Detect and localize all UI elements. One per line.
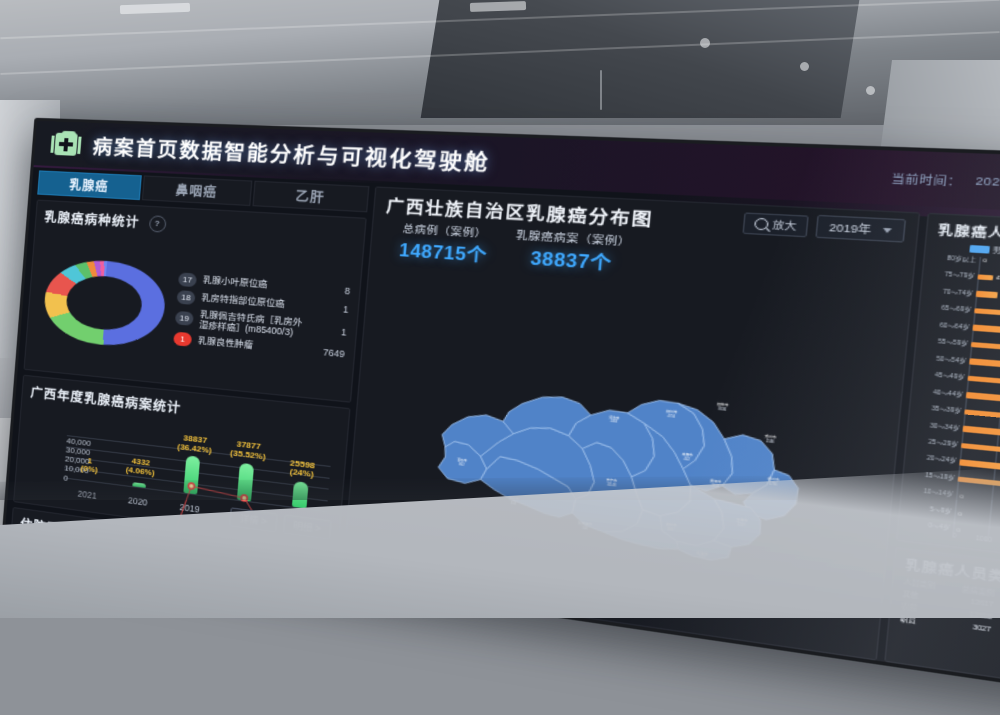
age-tick: 65～69岁	[941, 305, 972, 314]
bar-value: 412	[995, 274, 1000, 282]
city-name: 梧州市	[768, 476, 780, 482]
age-tick: 80岁以上	[946, 255, 977, 263]
tab-nasopharyngeal-cancer[interactable]: 鼻咽癌	[141, 175, 253, 207]
medical-kit-icon	[50, 130, 82, 159]
age-tick: 50～54岁	[936, 355, 967, 364]
list-item-value: 1	[340, 326, 348, 338]
city-name: 柳州市	[666, 409, 678, 415]
city-value: 11148	[607, 483, 617, 488]
age-tick: 25～29岁	[928, 438, 959, 448]
zoom-in-button[interactable]: 放大	[742, 211, 809, 237]
age-tick: 30～34岁	[929, 421, 961, 431]
magnifier-icon	[753, 217, 769, 230]
age-tick: 20～24岁	[926, 455, 957, 465]
current-time-value: 2022-01-16 11:08:43	[974, 174, 1000, 193]
screen-bezel: 病案首页数据智能分析与可视化驾驶舱 当前时间： 2022-01-16 11:08…	[1, 117, 1000, 715]
disease-panel-title-text: 乳腺癌病种统计	[43, 210, 141, 231]
list-item-value: 1	[342, 304, 349, 316]
age-bar-row[interactable]: 3640	[962, 425, 1000, 457]
city-value: 4756	[667, 415, 676, 419]
list-item-label: 乳腺小叶原位癌	[202, 274, 268, 290]
tab-breast-cancer[interactable]: 乳腺癌	[37, 170, 142, 201]
rank-badge: 19	[174, 310, 194, 326]
list-item-label: 乳腺良性肿瘤	[197, 334, 254, 351]
year-select[interactable]: 2019年	[815, 214, 907, 243]
ceiling-spot	[800, 62, 809, 71]
tab-hepatitis-b[interactable]: 乙肝	[252, 180, 370, 213]
legend-label: 男	[992, 247, 1000, 256]
ceiling-rod	[600, 70, 602, 110]
city-value: 1536	[766, 439, 775, 444]
led-video-wall: 病案首页数据智能分析与可视化驾驶舱 当前时间： 2022-01-16 11:08…	[1, 117, 1000, 715]
legend-swatch	[969, 244, 990, 254]
age-tick: 70～74岁	[942, 288, 974, 297]
city-value: 442	[684, 458, 691, 462]
question-icon[interactable]: ?	[148, 214, 167, 233]
age-tick: 60～64岁	[939, 321, 970, 331]
city-name: 百色市	[457, 458, 468, 464]
list-item-value: 7649	[322, 346, 346, 360]
age-tick: 75～79岁	[944, 271, 975, 280]
current-time-label: 当前时间：	[890, 172, 963, 188]
city-name: 贵港市	[710, 478, 722, 484]
city-name: 河池市	[609, 414, 620, 420]
list-item-value: 8	[344, 285, 351, 297]
disease-list: 17 乳腺小叶原位癌 8 18 乳房特指部位原位癌 1 19	[170, 238, 356, 397]
age-tick: 55～59岁	[937, 338, 969, 348]
city-name: 贺州市	[765, 433, 777, 439]
age-tick: 35～39岁	[931, 405, 962, 415]
disease-panel-body: 17 乳腺小叶原位癌 8 18 乳房特指部位原位癌 1 19	[25, 227, 364, 402]
disease-statistics-panel: 乳腺癌病种统计 ? 17 乳腺小叶原位癌 8	[23, 199, 367, 403]
kpi-total-cases: 总病例（案例） 148715个	[398, 220, 489, 268]
chevron-down-icon	[882, 227, 892, 233]
age-tick: 40～44岁	[932, 388, 964, 398]
page-title: 病案首页数据智能分析与可视化驾驶舱	[91, 136, 492, 176]
city-value: 1003	[610, 420, 618, 424]
city-name: 来宾市	[682, 452, 694, 458]
city-value: 8335	[718, 408, 727, 412]
dashboard-body: 乳腺癌 鼻咽癌 乙肝 乳腺癌病种统计 ?	[5, 165, 1000, 711]
rank-badge: 18	[176, 289, 196, 305]
donut-ring	[41, 256, 168, 351]
city-value: 802	[459, 463, 465, 467]
ceiling-spot	[700, 38, 710, 48]
kpi-breast-cancer-cases: 乳腺癌病案（案例） 38837个	[513, 226, 632, 276]
disease-donut-chart[interactable]	[29, 229, 182, 379]
year-select-value: 2019年	[828, 221, 872, 236]
city-name: 南宁市	[606, 478, 617, 484]
bar-value: 0	[982, 256, 987, 264]
zoom-button-label: 放大	[771, 218, 798, 232]
cell-percent: 7.53%	[993, 625, 1000, 644]
rank-badge: 1	[173, 331, 193, 347]
rank-badge: 17	[177, 272, 198, 287]
dashboard-screen: 病案首页数据智能分析与可视化驾驶舱 当前时间： 2022-01-16 11:08…	[4, 120, 1000, 711]
legend-item-male[interactable]: 男	[969, 244, 1000, 256]
city-name: 桂林市	[717, 402, 729, 408]
age-tick: 45～49岁	[934, 372, 966, 381]
ceiling-spot	[866, 86, 875, 95]
